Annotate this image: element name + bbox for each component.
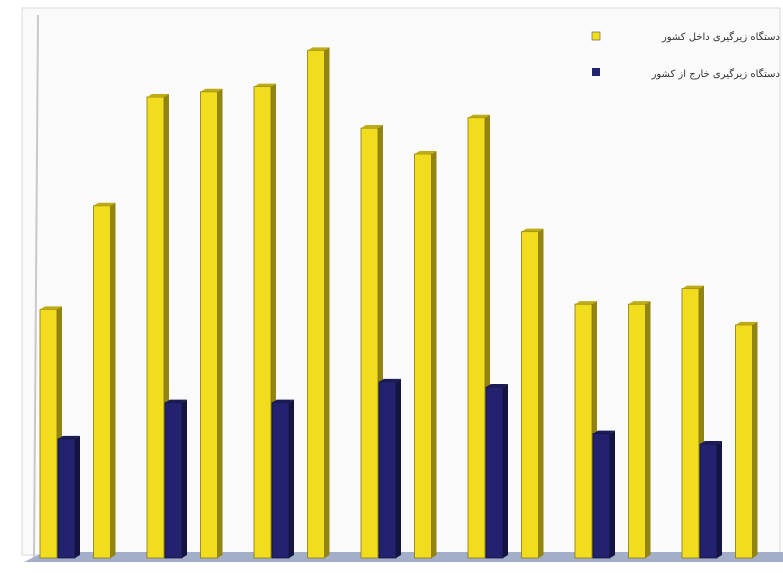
bar-front: [699, 443, 718, 559]
bar-front: [93, 205, 111, 559]
bar-front: [253, 86, 272, 559]
bar-foreign-5: [271, 399, 294, 559]
y-axis-line: [33, 14, 39, 559]
plot-floor: [24, 552, 783, 562]
bar-side: [503, 384, 508, 558]
bar-domestic-12: [628, 301, 651, 559]
bar-side: [538, 228, 544, 558]
bar-top: [682, 285, 704, 289]
bar-top: [200, 88, 223, 92]
bar-front: [378, 381, 397, 559]
bar-foreign-1: [57, 435, 80, 559]
bar-top: [93, 202, 116, 206]
bar-top: [147, 93, 169, 97]
bar-front: [628, 303, 646, 559]
bar-domestic-6: [307, 47, 330, 559]
bar-top: [575, 301, 597, 305]
bar-front: [521, 231, 539, 559]
bar-front: [735, 324, 753, 559]
bar-foreign-9: [485, 384, 508, 559]
bar-side: [289, 399, 294, 558]
bar-top: [254, 83, 276, 87]
bar-top: [58, 435, 80, 439]
legend-label-domestic: دستگاه زیرگیری داخل کشور: [661, 31, 780, 43]
bar-top: [700, 441, 722, 445]
bar-domestic-3: [146, 93, 169, 559]
bar-foreign-3: [164, 399, 187, 559]
bar-front: [39, 308, 58, 559]
bar-domestic-4: [200, 88, 223, 559]
bar-front: [414, 153, 432, 559]
bars-layer: [39, 47, 758, 559]
bar-top: [735, 321, 758, 325]
bar-side: [217, 88, 223, 559]
bar-domestic-2: [93, 202, 116, 559]
bar-top: [521, 228, 544, 232]
bar-side: [645, 301, 651, 558]
bar-top: [361, 125, 383, 129]
legend-swatch-domestic: [591, 31, 601, 41]
bar-side: [717, 441, 722, 558]
legend: دستگاه زیرگیری داخل کشور دستگاه زیرگیری …: [591, 31, 780, 80]
bar-side: [324, 47, 330, 559]
bar-top: [165, 399, 187, 403]
bar-front: [57, 438, 76, 559]
legend-label-foreign: دستگاه زیرگیری خارج از کشور: [651, 68, 780, 80]
bar-top: [307, 47, 330, 51]
bar-side: [752, 321, 758, 558]
bar-side: [396, 378, 401, 558]
bar-domestic-10: [521, 228, 544, 559]
bar-top: [468, 114, 490, 118]
bar-top: [40, 306, 62, 310]
bar-side: [431, 150, 437, 558]
bar-front: [574, 303, 593, 559]
bar-top: [272, 399, 294, 403]
bar-top: [379, 378, 401, 382]
bar-front: [146, 96, 165, 559]
bar-foreign-13: [699, 441, 722, 559]
bar-front: [592, 433, 611, 559]
bar-top: [414, 150, 437, 154]
bar-front: [200, 91, 218, 559]
bar-front: [271, 402, 290, 559]
bar-front: [485, 386, 504, 559]
bar-front: [360, 127, 379, 559]
bar-front: [164, 402, 183, 559]
bar-top: [628, 301, 651, 305]
bar-domestic-14: [735, 321, 758, 559]
bar-side: [75, 435, 80, 558]
bar-top: [593, 430, 615, 434]
bar-side: [610, 430, 615, 558]
bar-side: [110, 202, 116, 558]
legend-swatch-foreign: [592, 68, 600, 76]
bar-top: [486, 384, 508, 388]
bar-front: [467, 117, 486, 559]
bar-foreign-11: [592, 430, 615, 559]
bar-domestic-8: [414, 150, 437, 559]
bar-front: [307, 49, 325, 559]
bar-side: [182, 399, 187, 558]
bar-front: [681, 288, 700, 559]
bar-foreign-7: [378, 378, 401, 559]
